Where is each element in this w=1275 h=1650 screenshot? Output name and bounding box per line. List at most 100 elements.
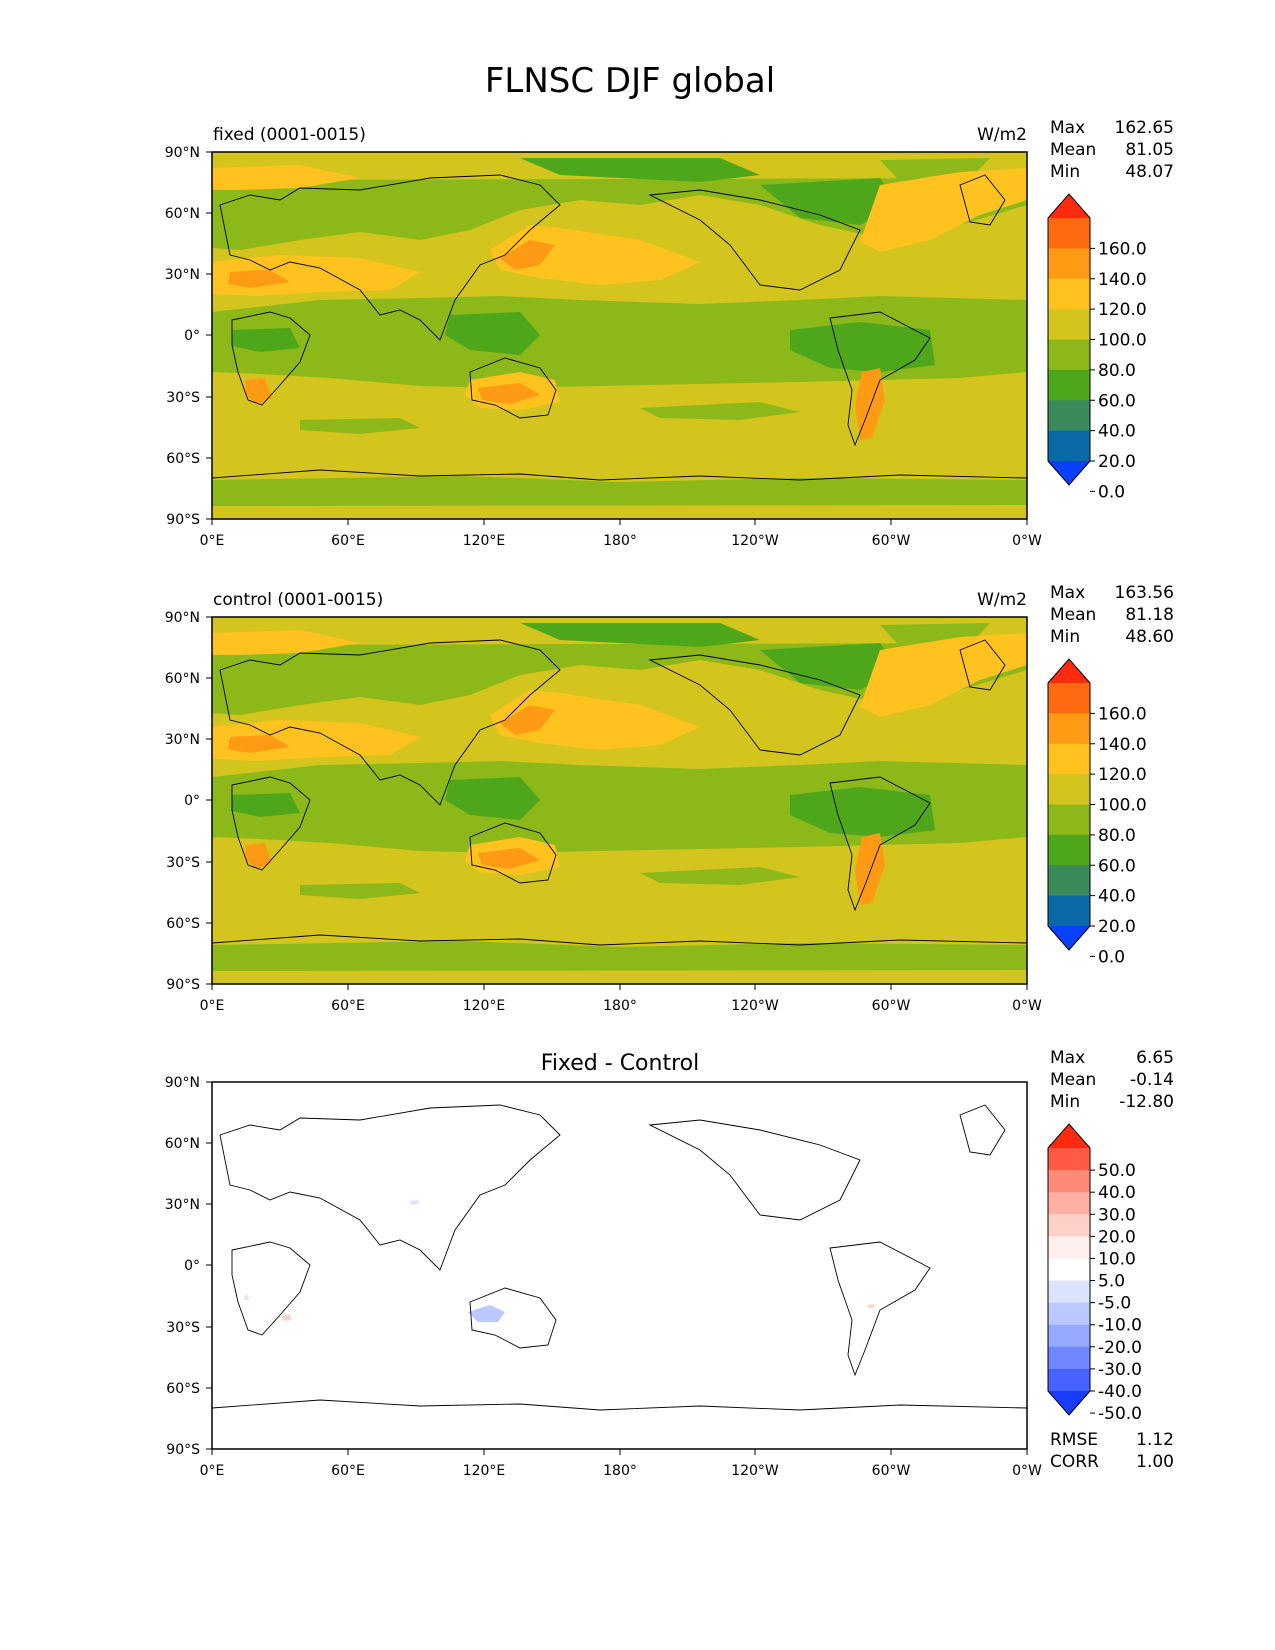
colorbar-tick-label: 80.0 <box>1098 361 1136 381</box>
panel-center-title: Fixed - Control <box>541 1051 699 1076</box>
stat-value: 48.07 <box>1125 162 1174 182</box>
colorbar-tick-label: 160.0 <box>1098 704 1147 724</box>
stat-value: -12.80 <box>1119 1092 1174 1112</box>
colorbar-swatch <box>1048 278 1090 310</box>
lon-tick-label: 120°E <box>463 533 506 549</box>
lat-tick-label: 0° <box>184 328 200 344</box>
stat-value: 1.00 <box>1136 1452 1174 1472</box>
colorbar-tick-label: 140.0 <box>1098 270 1147 290</box>
colorbar-tick-label: -30.0 <box>1098 1360 1142 1380</box>
stats-block: Max 163.56 Mean 81.18 Min 48.60 <box>1050 583 1174 647</box>
lon-tick-label: 0°E <box>200 1463 225 1479</box>
lat-tick-label: 90°S <box>166 1442 200 1458</box>
lat-tick-label: 30°S <box>166 1320 200 1336</box>
lon-axis: 0°E 60°E 120°E 180° 120°W 60°W 0°W <box>200 984 1042 1014</box>
lon-tick-label: 60°E <box>331 533 365 549</box>
colorbar-tick-label: 10.0 <box>1098 1249 1136 1269</box>
colorbar-swatch <box>1048 834 1090 866</box>
colorbar-swatch <box>1048 369 1090 401</box>
colorbar-swatch <box>1048 309 1090 340</box>
stat-value: 6.65 <box>1136 1048 1174 1068</box>
lat-tick-label: 60°S <box>166 916 200 932</box>
lon-tick-label: 180° <box>603 533 637 549</box>
colorbar-tick-label: 40.0 <box>1098 422 1136 442</box>
lat-tick-label: 60°N <box>165 1136 200 1152</box>
colorbar-swatch <box>1048 218 1090 249</box>
colorbar-swatch <box>1048 774 1090 805</box>
lat-tick-label: 60°S <box>166 451 200 467</box>
colorbar-swatch <box>1048 1236 1090 1259</box>
colorbar-tick-label: 60.0 <box>1098 856 1136 876</box>
panel-difference: 90°N 60°N 30°N 0° 30°S 60°S 90°S 0°E 60°… <box>165 1048 1174 1479</box>
colorbar-swatch <box>1048 1302 1090 1326</box>
colorbar-extend-min <box>1048 1391 1090 1415</box>
colorbar-tick-label: 100.0 <box>1098 796 1147 816</box>
colorbar: 50.040.030.020.010.0 5.0-5.0-10.0-20.0-30… <box>1047 1123 1142 1424</box>
stat-value: 81.05 <box>1125 140 1174 160</box>
stat-label: Min <box>1050 1092 1080 1112</box>
stat-value: 163.56 <box>1115 583 1174 603</box>
colorbar-swatch <box>1048 339 1090 371</box>
footer-stats: RMSE 1.12 CORR 1.00 <box>1050 1430 1174 1472</box>
stat-value: 48.60 <box>1125 627 1174 647</box>
lat-tick-label: 60°S <box>166 1381 200 1397</box>
colorbar-tick-label: 0.0 <box>1098 947 1125 967</box>
lat-tick-label: 30°S <box>166 390 200 406</box>
colorbar-swatch <box>1048 743 1090 775</box>
lat-axis: 90°N 60°N 30°N 0° 30°S 60°S 90°S <box>165 145 212 528</box>
colorbar-tick-label: 140.0 <box>1098 735 1147 755</box>
colorbar-tick-label: 40.0 <box>1098 1183 1136 1203</box>
colorbar-tick-label: 120.0 <box>1098 300 1147 320</box>
stat-label: Mean <box>1050 605 1096 625</box>
lon-tick-label: 0°E <box>200 998 225 1014</box>
lon-tick-label: 60°E <box>331 1463 365 1479</box>
colorbar-tick-label: 0.0 <box>1098 482 1125 502</box>
colorbar-swatch <box>1048 430 1090 462</box>
lat-tick-label: 0° <box>184 793 200 809</box>
colorbar-tick-label: 50.0 <box>1098 1161 1136 1181</box>
lon-axis: 0°E 60°E 120°E 180° 120°W 60°W 0°W <box>200 1449 1042 1479</box>
panel-left-title: control (0001-0015) <box>213 590 383 610</box>
stat-label: Min <box>1050 627 1080 647</box>
colorbar-tick-label: -20.0 <box>1098 1338 1142 1358</box>
colorbar: 160.0 140.0 120.0 100.0 80.0 60.0 40.0 20.0 0.0 <box>1047 193 1147 502</box>
colorbar-swatch <box>1048 865 1090 897</box>
stats-block: Max 6.65 Mean -0.14 Min -12.80 <box>1050 1048 1174 1112</box>
lon-tick-label: 60°W <box>872 533 911 549</box>
lat-tick-label: 90°N <box>165 1075 200 1091</box>
stat-label: RMSE <box>1050 1430 1098 1450</box>
colorbar-tick-label: 20.0 <box>1098 452 1136 472</box>
panel-units: W/m2 <box>977 125 1027 145</box>
colorbar: 160.0 140.0 120.0 100.0 80.0 60.0 40.0 20.0 0.0 <box>1047 658 1147 967</box>
lat-tick-label: 90°N <box>165 610 200 626</box>
stat-label: Max <box>1050 118 1085 138</box>
colorbar-swatch <box>1048 683 1090 714</box>
lat-tick-label: 30°N <box>165 267 200 283</box>
map-field <box>212 617 1027 984</box>
colorbar-tick-label: 80.0 <box>1098 826 1136 846</box>
lat-tick-label: 30°N <box>165 1197 200 1213</box>
lon-tick-label: 120°W <box>731 533 779 549</box>
colorbar-tick-label: 160.0 <box>1098 239 1147 259</box>
lon-tick-label: 60°W <box>872 1463 911 1479</box>
colorbar-tick-label: 20.0 <box>1098 1227 1136 1247</box>
lon-tick-label: 120°E <box>463 998 506 1014</box>
colorbar-swatch <box>1048 1192 1090 1215</box>
colorbar-tick-label: -50.0 <box>1098 1404 1142 1424</box>
panel-left-title: fixed (0001-0015) <box>213 125 366 145</box>
colorbar-swatch <box>1048 1258 1090 1282</box>
lon-tick-label: 60°E <box>331 998 365 1014</box>
lat-tick-label: 60°N <box>165 206 200 222</box>
lat-axis: 90°N 60°N 30°N 0° 30°S 60°S 90°S <box>165 1075 212 1458</box>
colorbar-swatch <box>1048 1170 1090 1193</box>
colorbar-swatch <box>1048 895 1090 927</box>
colorbar-swatch <box>1048 1148 1090 1171</box>
lat-tick-label: 90°N <box>165 145 200 161</box>
coastlines <box>212 1104 1027 1411</box>
lon-tick-label: 180° <box>603 998 637 1014</box>
lon-tick-label: 120°W <box>731 1463 779 1479</box>
colorbar-tick-label: 20.0 <box>1098 917 1136 937</box>
lon-tick-label: 0°W <box>1012 1463 1042 1479</box>
lat-tick-label: 90°S <box>166 977 200 993</box>
lon-tick-label: 120°W <box>731 998 779 1014</box>
